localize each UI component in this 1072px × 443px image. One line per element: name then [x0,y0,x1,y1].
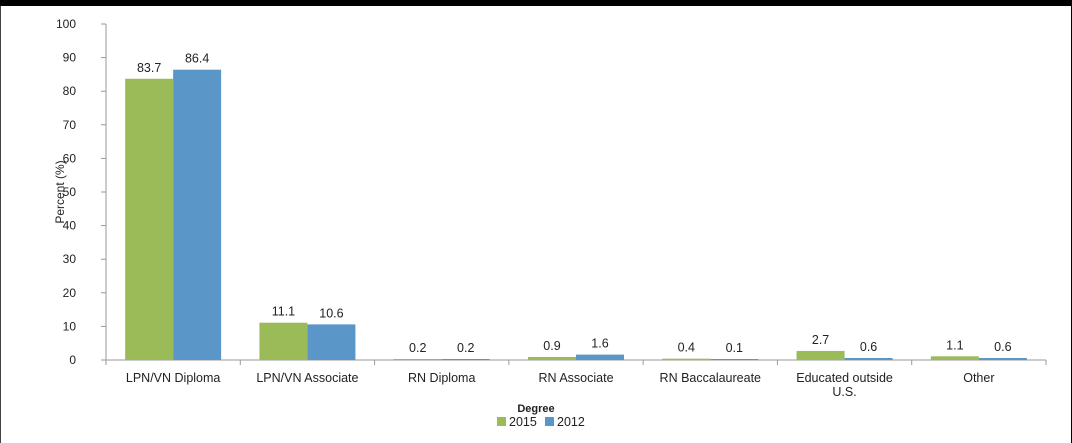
x-tick-label: LPN/VN Diploma [126,371,221,385]
x-tick-label: LPN/VN Associate [256,371,358,385]
bars [125,69,1027,361]
y-axis-title: Percent (%) [53,160,67,223]
y-tick-label: 80 [63,84,77,98]
legend: 2015 2012 [497,415,585,429]
bar-2015-2 [393,359,442,360]
data-label-2015-4: 0.4 [678,341,695,355]
y-tick-label: 30 [63,252,77,266]
y-tick-label: 0 [69,353,76,367]
data-label-2015-2: 0.2 [409,341,426,355]
bar-2015-6 [930,356,979,360]
x-axis-title: Degree [517,403,554,415]
data-label-2012-3: 1.6 [591,337,608,351]
data-label-2012-0: 86.4 [185,52,209,66]
x-tick-label: RN Baccalaureate [660,371,761,385]
y-tick-label: 50 [63,185,77,199]
bar-2012-2 [441,359,490,360]
legend-label-2015: 2015 [509,415,537,429]
bar-2015-0 [125,78,174,360]
x-tick-label: Other [963,371,994,385]
bar-2015-5 [796,350,845,360]
data-label-2015-1: 11.1 [272,305,295,319]
data-label-2015-6: 1.1 [946,338,963,352]
bar-2012-6 [978,357,1027,360]
x-tick-label: RN Diploma [408,371,475,385]
bar-2012-1 [307,324,356,360]
y-tick-label: 40 [63,219,77,233]
data-label-2015-3: 0.9 [543,339,560,353]
bar-2012-5 [844,357,893,360]
bar-2015-4 [662,358,711,360]
y-tick-label: 10 [63,319,77,333]
y-tick-label: 70 [63,118,77,132]
y-tick-label: 100 [56,17,76,31]
y-tick-label: 90 [63,51,77,65]
x-tick-label: RN Associate [538,371,613,385]
data-label-2015-0: 83.7 [137,61,161,75]
legend-swatch-2012 [545,417,554,426]
bar-2012-3 [576,354,624,360]
y-tick-label: 60 [63,151,77,165]
y-axis: 0 10 20 30 40 50 60 70 80 90 100 [56,17,107,367]
legend-label-2012: 2012 [557,415,585,429]
chart-frame: 0 10 20 30 40 50 60 70 80 90 100 LPN/VN Diploma LPN… [0,6,1071,443]
data-label-2012-2: 0.2 [457,341,474,355]
bar-2015-3 [528,356,576,360]
legend-swatch-2015 [497,417,506,426]
data-label-2012-1: 10.6 [319,306,343,320]
bar-2012-0 [173,69,222,361]
data-label-2012-4: 0.1 [726,341,743,355]
bar-2012-4 [710,359,759,360]
x-tick-label: Educated outside U.S. [796,371,893,399]
data-labels: 83.7 11.1 0.2 0.9 0.4 2.7 1.1 86.4 10.6 0.2 1.6 0.1… [137,52,1012,355]
bar-2015-1 [259,322,308,360]
y-tick-label: 20 [63,286,77,300]
data-label-2015-5: 2.7 [812,333,829,347]
data-label-2012-6: 0.6 [994,340,1011,354]
data-label-2012-5: 0.6 [860,340,877,354]
x-axis: LPN/VN Diploma LPN/VN Associate RN Diploma… [105,359,1047,399]
